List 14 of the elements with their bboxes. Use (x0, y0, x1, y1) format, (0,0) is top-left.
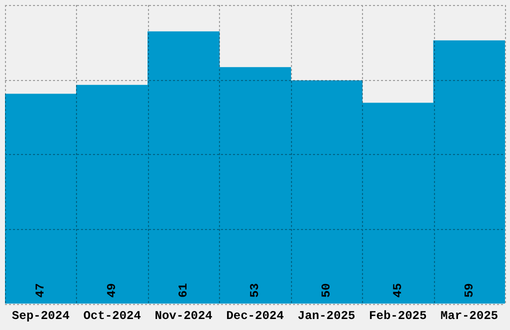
x-tick-label: Feb-2025 (369, 308, 427, 323)
x-tick-label: Jan-2025 (298, 308, 356, 323)
data-label: 59 (462, 283, 476, 298)
x-tick-label: Sep-2024 (12, 308, 70, 323)
data-label: 49 (105, 283, 120, 298)
data-label: 53 (248, 283, 262, 298)
data-label: 50 (319, 283, 334, 298)
x-tick-label: Oct-2024 (83, 308, 141, 323)
data-label: 61 (176, 283, 191, 298)
x-tick-label: Dec-2024 (226, 308, 284, 323)
x-tick-label: Nov-2024 (154, 308, 212, 323)
data-label: 47 (34, 283, 48, 298)
x-tick-label: Mar-2025 (440, 308, 498, 323)
data-label: 45 (390, 283, 405, 298)
